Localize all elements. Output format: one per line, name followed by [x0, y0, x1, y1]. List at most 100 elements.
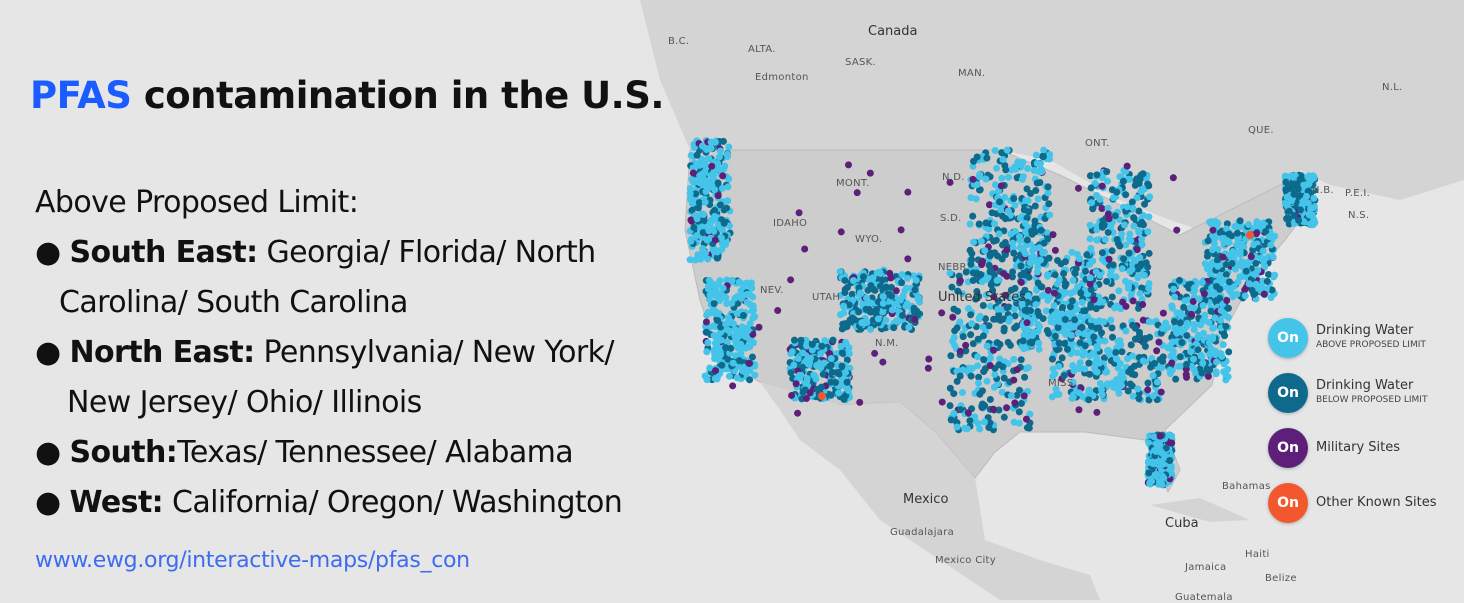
site-marker [1060, 371, 1068, 379]
site-marker [714, 311, 722, 319]
military-marker [1173, 226, 1181, 234]
source-link[interactable]: www.ewg.org/interactive-maps/pfas_con [35, 548, 470, 573]
site-marker [703, 348, 711, 356]
site-marker [695, 199, 703, 207]
military-marker [806, 389, 814, 397]
site-marker [1168, 302, 1176, 310]
site-marker [690, 224, 698, 232]
site-marker [1145, 318, 1153, 326]
site-marker [956, 372, 964, 380]
site-marker [1214, 262, 1222, 270]
toggle-button[interactable]: On [1268, 372, 1308, 413]
site-marker [1086, 274, 1094, 282]
map-label: ALTA. [748, 44, 776, 55]
site-marker [910, 304, 918, 312]
military-marker [844, 161, 852, 169]
military-marker [1074, 184, 1082, 192]
site-marker [874, 315, 882, 323]
site-marker [802, 395, 810, 403]
site-marker [1145, 469, 1153, 477]
toggle-button[interactable]: On [1268, 427, 1308, 468]
site-marker [841, 320, 849, 328]
site-marker [1003, 246, 1011, 254]
toggle-button[interactable]: On [1268, 317, 1308, 358]
site-marker [1290, 190, 1298, 198]
site-marker [835, 389, 843, 397]
legend-item-military[interactable]: On Military Sites [1268, 420, 1437, 475]
site-marker [888, 306, 896, 314]
site-marker [690, 143, 698, 151]
site-marker [1107, 223, 1115, 231]
military-marker [1159, 309, 1167, 317]
site-marker [1119, 177, 1127, 185]
site-marker [840, 302, 848, 310]
site-marker [714, 192, 722, 200]
military-marker [1093, 408, 1101, 416]
military-marker [964, 409, 972, 417]
site-marker [692, 190, 700, 198]
legend-item-below-limit[interactable]: On Drinking Water BELOW PROPOSED LIMIT [1268, 365, 1437, 420]
site-marker [1130, 214, 1138, 222]
military-marker [787, 276, 795, 284]
military-marker [795, 209, 803, 217]
site-marker [1153, 378, 1161, 386]
site-marker [808, 341, 816, 349]
military-marker [1049, 231, 1057, 239]
site-marker [1078, 323, 1086, 331]
map-label: Jamaica [1185, 562, 1227, 573]
site-marker [1022, 415, 1030, 423]
military-marker [856, 398, 864, 406]
site-marker [694, 204, 702, 212]
site-marker [998, 255, 1006, 263]
legend-item-other[interactable]: On Other Known Sites [1268, 475, 1437, 530]
site-marker [887, 283, 895, 291]
site-marker [1119, 368, 1127, 376]
map-label: UTAH [812, 292, 841, 303]
site-marker [1223, 220, 1231, 228]
map-label: Guadalajara [890, 527, 955, 538]
site-marker [699, 229, 707, 237]
site-marker [827, 355, 835, 363]
site-marker [898, 279, 906, 287]
site-marker [1042, 307, 1050, 315]
site-marker [1116, 242, 1124, 250]
site-marker [1153, 347, 1161, 355]
toggle-button[interactable]: On [1268, 482, 1308, 523]
map-label: Canada [868, 24, 918, 39]
site-marker [691, 256, 699, 264]
site-marker [1147, 363, 1155, 371]
site-marker [1134, 385, 1142, 393]
site-marker [995, 361, 1003, 369]
military-marker [1129, 297, 1137, 305]
site-marker [1018, 175, 1026, 183]
site-marker [1171, 293, 1179, 301]
site-marker [1003, 404, 1011, 412]
site-marker [747, 279, 755, 287]
site-marker [1053, 346, 1061, 354]
site-marker [1087, 286, 1095, 294]
site-marker [974, 335, 982, 343]
site-marker [731, 294, 739, 302]
site-marker [986, 268, 994, 276]
site-marker [1045, 200, 1053, 208]
site-marker [1001, 162, 1009, 170]
site-marker [1021, 286, 1029, 294]
site-marker [1253, 218, 1261, 226]
site-marker [1145, 182, 1153, 190]
site-marker [1096, 380, 1104, 388]
map-label: N.D. [942, 172, 965, 183]
site-marker [1015, 233, 1023, 241]
legend-item-above-limit[interactable]: On Drinking Water ABOVE PROPOSED LIMIT [1268, 310, 1437, 365]
site-marker [1200, 290, 1208, 298]
site-marker [1168, 432, 1176, 440]
site-marker [855, 308, 863, 316]
military-marker [925, 355, 933, 363]
site-marker [1203, 252, 1211, 260]
site-marker [1017, 399, 1025, 407]
site-marker [978, 387, 986, 395]
site-marker [1221, 311, 1229, 319]
site-marker [1139, 301, 1147, 309]
site-marker [1133, 194, 1141, 202]
site-marker [1064, 310, 1072, 318]
